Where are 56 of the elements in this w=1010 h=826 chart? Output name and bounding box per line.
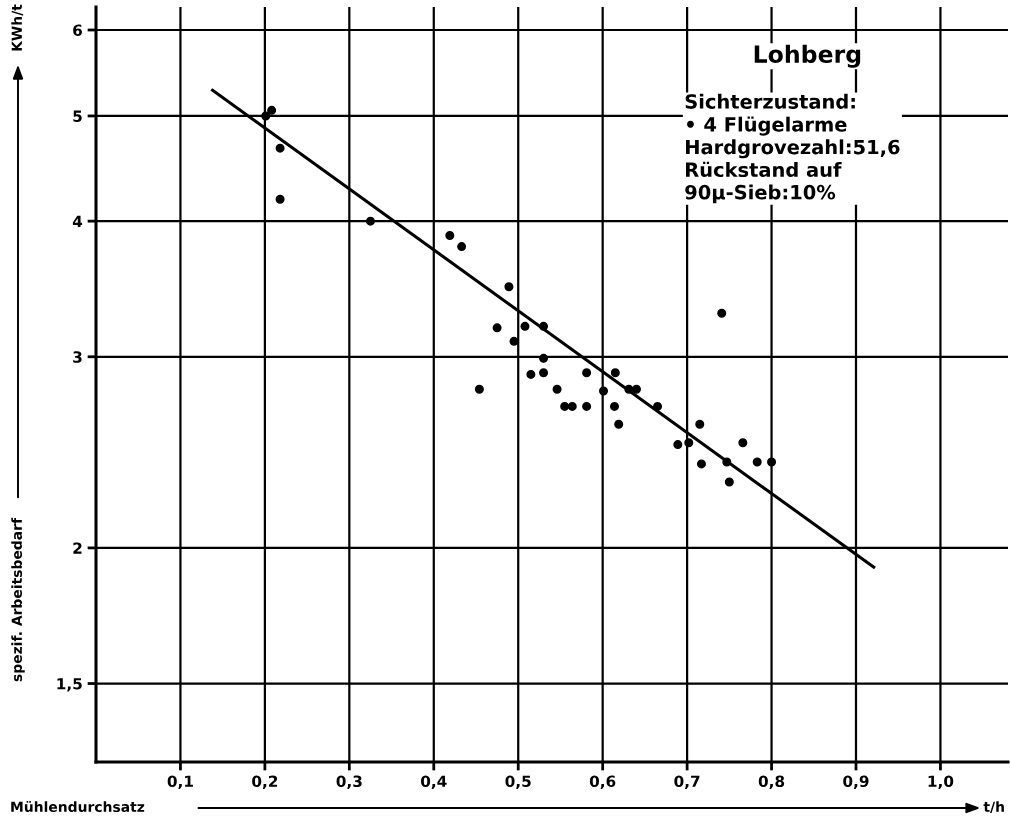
y-axis-title: spezif. Arbeitsbedarf [11, 517, 25, 682]
point [610, 368, 620, 378]
annotation: Sichterzustand: • 4 Flügelarme Hardgrovezahl:51,6 Rückstand auf 90µ-Sieb:10% [685, 93, 900, 204]
x-tick-label: 0,4 [420, 775, 447, 789]
x-tick-label: 0,2 [252, 775, 278, 789]
point [267, 105, 277, 115]
y-tick-label: 6 [73, 24, 82, 37]
y-tick-label: 4 [72, 215, 83, 227]
point [567, 401, 577, 411]
point [560, 401, 570, 411]
point [552, 384, 562, 394]
point [673, 440, 683, 450]
point [609, 401, 619, 411]
point [474, 384, 484, 394]
point [717, 308, 727, 318]
x-tick-label: 1,0 [928, 775, 954, 789]
x-tick-label: 0,5 [505, 775, 531, 789]
point [365, 216, 375, 226]
point [275, 194, 285, 204]
y-tick-label: 2 [73, 542, 82, 554]
x-tick-label: 0,6 [589, 775, 616, 789]
point [457, 242, 467, 252]
text: t/h [983, 801, 1004, 814]
point [582, 401, 592, 411]
point [767, 457, 777, 467]
point [261, 111, 271, 121]
text: KWh/t [11, 4, 24, 51]
point [631, 384, 641, 394]
x-tick-label: 0,8 [758, 775, 785, 789]
y-tick-label: 3 [73, 351, 82, 363]
point [614, 419, 624, 429]
x-tick-label: 0,7 [674, 775, 700, 789]
point [539, 368, 549, 378]
point [695, 419, 705, 429]
point [752, 457, 762, 467]
x-tick-label: 0,1 [167, 775, 193, 789]
annotation: Lohberg [754, 44, 861, 68]
x-tick-label: 0,9 [843, 775, 869, 789]
point [724, 477, 734, 487]
point [539, 353, 549, 363]
point [445, 231, 455, 241]
point [582, 368, 592, 378]
y-tick-label: 5 [73, 110, 82, 122]
point [526, 369, 536, 379]
y-tick-label: 1,5 [57, 678, 82, 692]
point [684, 438, 694, 448]
x-tick-label: 0,3 [336, 775, 362, 789]
point [520, 321, 530, 331]
point [738, 438, 748, 448]
point [504, 282, 514, 292]
point [696, 459, 706, 469]
x-axis-title: Mühlendurchsatz [11, 801, 145, 813]
point [599, 386, 609, 396]
point [509, 336, 519, 346]
point [275, 143, 285, 153]
point [492, 323, 502, 333]
